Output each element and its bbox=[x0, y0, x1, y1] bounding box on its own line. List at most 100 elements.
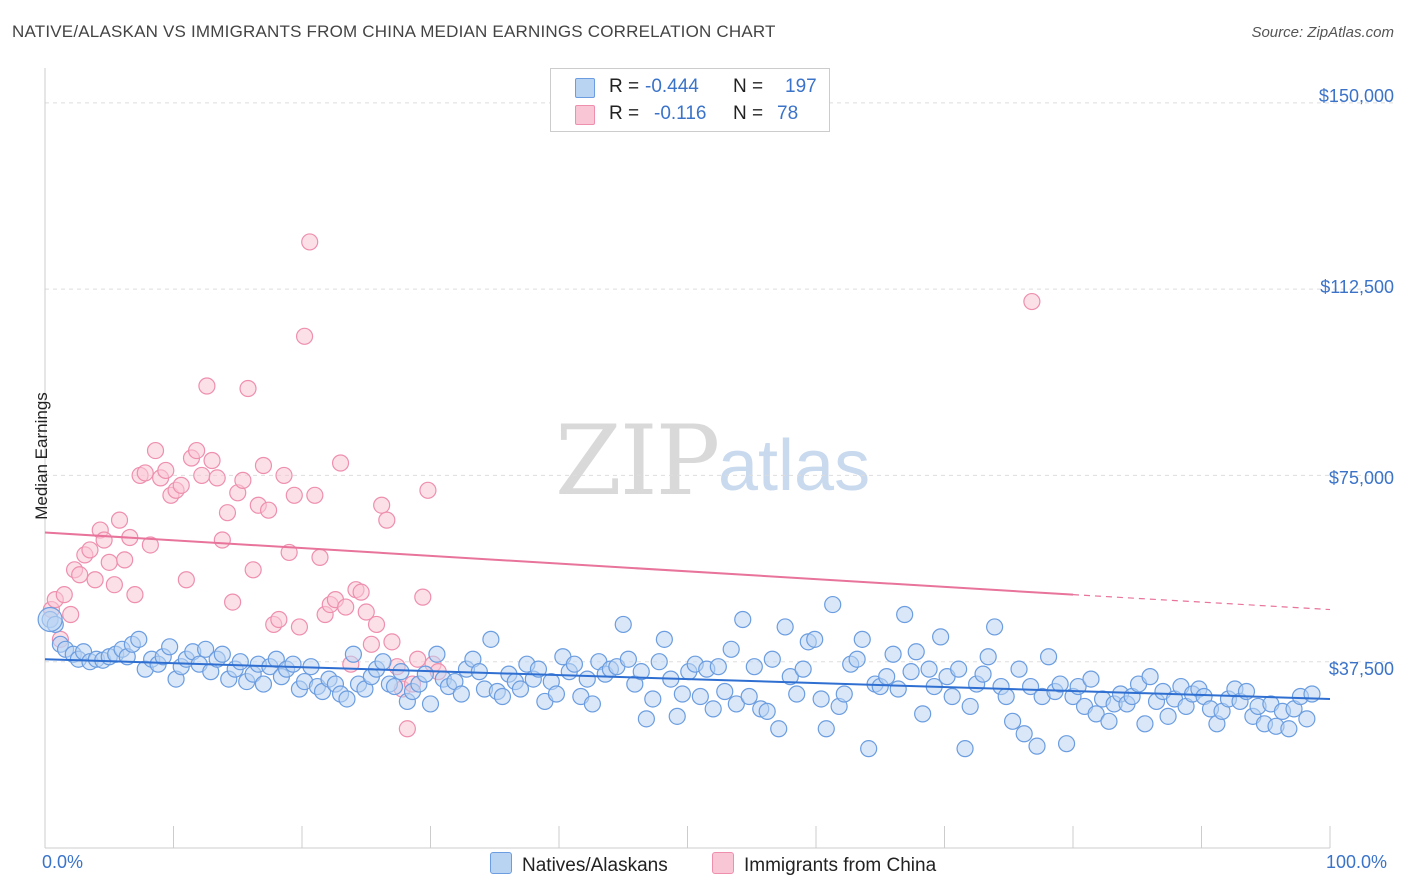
natives-point bbox=[650, 653, 668, 671]
natives-point bbox=[776, 618, 794, 636]
x-tick-label-max: 100.0% bbox=[1326, 852, 1388, 872]
legend-r-value: -0.116 bbox=[654, 103, 707, 124]
natives-point bbox=[1057, 735, 1076, 753]
natives-point bbox=[482, 630, 500, 648]
natives-point bbox=[392, 663, 410, 681]
y-tick-label-150000: $150,000 bbox=[1318, 86, 1394, 106]
natives-point bbox=[452, 685, 470, 703]
natives-point bbox=[727, 695, 745, 713]
china-point bbox=[208, 469, 226, 487]
natives-point bbox=[374, 653, 392, 671]
natives-point bbox=[619, 650, 637, 668]
natives-point bbox=[254, 675, 273, 693]
natives-point bbox=[655, 630, 673, 648]
natives-point bbox=[1159, 707, 1177, 725]
legend-r-value: -0.444 bbox=[645, 76, 699, 97]
natives-point bbox=[956, 740, 974, 758]
natives-point bbox=[1141, 668, 1159, 686]
china-point bbox=[116, 551, 134, 569]
china-point bbox=[373, 496, 391, 514]
china-point bbox=[136, 464, 154, 482]
natives-point bbox=[578, 670, 596, 688]
natives-point bbox=[878, 668, 896, 686]
natives-point bbox=[788, 685, 806, 703]
natives-point bbox=[740, 687, 758, 706]
china-point bbox=[1023, 292, 1041, 311]
china-point bbox=[203, 451, 221, 470]
natives-point bbox=[493, 687, 512, 706]
china-trend-line bbox=[44, 531, 1074, 596]
natives-point bbox=[709, 658, 727, 676]
y-tick-label-37500: $37,500 bbox=[1328, 659, 1394, 679]
china-point bbox=[331, 454, 350, 472]
natives-point bbox=[421, 695, 440, 713]
natives-point bbox=[896, 605, 914, 624]
china-point bbox=[270, 610, 288, 629]
china-point bbox=[146, 441, 165, 460]
natives-point bbox=[1087, 705, 1105, 723]
natives-point bbox=[691, 687, 709, 706]
china-point bbox=[193, 466, 211, 485]
bottom-legend-natives: Natives/Alaskans bbox=[490, 852, 668, 877]
china-point bbox=[337, 598, 355, 616]
y-axis-label: Median Earnings bbox=[32, 392, 51, 520]
china-point bbox=[224, 593, 242, 611]
china-point bbox=[218, 504, 237, 522]
natives-point bbox=[722, 640, 740, 658]
natives-point bbox=[338, 690, 356, 708]
natives-point bbox=[1298, 710, 1316, 728]
natives-point bbox=[997, 687, 1015, 706]
china-point bbox=[419, 481, 437, 499]
legend-n-label: N = bbox=[733, 76, 764, 97]
china-point bbox=[244, 561, 262, 579]
natives-point bbox=[130, 630, 148, 648]
china-point bbox=[285, 486, 303, 504]
legend-swatch-pink bbox=[575, 105, 595, 125]
natives-point bbox=[1100, 712, 1118, 730]
china-point bbox=[62, 605, 80, 624]
natives-point bbox=[668, 707, 686, 725]
legend-swatch-blue bbox=[575, 78, 595, 98]
natives-point bbox=[1082, 670, 1100, 688]
natives-point bbox=[284, 655, 302, 673]
china-point bbox=[110, 511, 129, 529]
natives-trend-line bbox=[44, 658, 1331, 700]
natives-point bbox=[961, 697, 979, 716]
natives-point bbox=[770, 720, 788, 738]
china-point bbox=[357, 603, 375, 621]
natives-point bbox=[1303, 685, 1321, 703]
natives-point bbox=[794, 660, 812, 678]
china-point bbox=[188, 441, 206, 460]
natives-point bbox=[716, 682, 734, 701]
china-point bbox=[71, 566, 89, 584]
natives-point bbox=[758, 702, 776, 720]
china-point bbox=[213, 531, 231, 549]
natives-point bbox=[812, 690, 830, 708]
natives-point bbox=[763, 650, 781, 668]
natives-point bbox=[986, 618, 1004, 636]
natives-point bbox=[385, 677, 404, 696]
china-point bbox=[362, 635, 380, 653]
china-point bbox=[409, 650, 427, 668]
watermark-zip: ZIP bbox=[555, 405, 720, 517]
natives-point bbox=[1051, 675, 1069, 693]
china-point bbox=[198, 377, 216, 395]
natives-point bbox=[974, 665, 992, 683]
natives-point bbox=[902, 663, 920, 681]
natives-point bbox=[529, 660, 548, 678]
natives-point bbox=[1028, 737, 1046, 755]
china-point bbox=[141, 536, 159, 554]
natives-point bbox=[848, 650, 866, 668]
y-tick-label-75000: $75,000 bbox=[1328, 468, 1394, 488]
china-point bbox=[105, 576, 123, 594]
natives-point bbox=[547, 685, 566, 703]
natives-point bbox=[673, 685, 691, 703]
natives-point bbox=[1136, 715, 1154, 733]
china-point bbox=[254, 456, 273, 475]
china-point bbox=[177, 571, 195, 589]
china-point bbox=[311, 548, 329, 566]
natives-point bbox=[704, 700, 722, 718]
legend-n-label: N = bbox=[733, 103, 764, 124]
china-point bbox=[95, 531, 113, 549]
stats-legend: R = -0.444 N = 197 R = -0.116 N = 78 bbox=[550, 68, 830, 132]
